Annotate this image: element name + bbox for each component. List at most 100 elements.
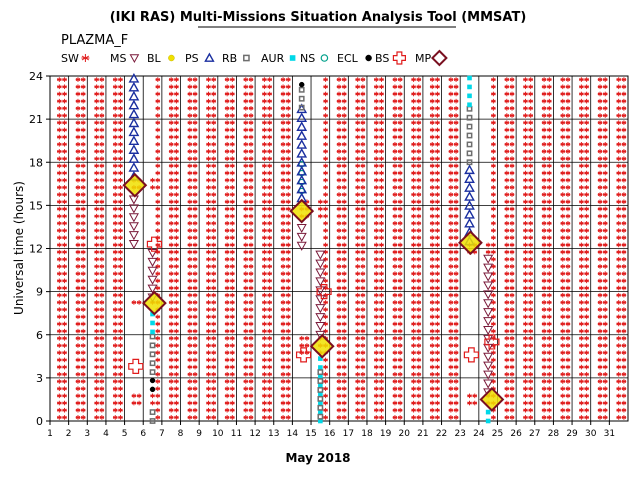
- sw-mark: [99, 127, 105, 133]
- sw-mark: [112, 264, 118, 269]
- sw-mark: [150, 400, 155, 406]
- sw-mark: [112, 285, 118, 291]
- sw-mark: [99, 185, 105, 190]
- sw-mark: [118, 343, 123, 348]
- sw-mark: [57, 321, 62, 327]
- sw-mark: [112, 170, 118, 176]
- sw-mark: [80, 235, 86, 241]
- sw-mark: [62, 364, 67, 370]
- y-tick-label: 12: [29, 243, 43, 256]
- sw-mark: [80, 379, 86, 384]
- sw-mark: [80, 371, 86, 377]
- sw-mark: [57, 407, 62, 413]
- sw-mark: [62, 113, 67, 118]
- sw-mark: [118, 292, 123, 298]
- sw-mark: [80, 185, 86, 190]
- sw-mark: [112, 379, 118, 384]
- sw-mark: [57, 364, 62, 370]
- legend-symbol-ms: [129, 54, 140, 64]
- sw-mark: [99, 98, 105, 104]
- sw-mark: [99, 350, 105, 356]
- x-tick-label: 24: [473, 429, 485, 439]
- x-tick-label: 31: [604, 429, 615, 439]
- sw-mark: [75, 163, 81, 169]
- sw-mark: [155, 336, 161, 341]
- sw-mark: [112, 98, 118, 104]
- sw-mark: [94, 300, 99, 305]
- sw-mark: [94, 84, 99, 90]
- sw-mark: [75, 321, 81, 327]
- x-tick-label: 11: [231, 429, 242, 439]
- sw-mark: [62, 98, 67, 104]
- x-tick-label: 21: [417, 429, 428, 439]
- sw-mark: [118, 300, 123, 305]
- sw-mark: [112, 357, 118, 363]
- sw-mark: [80, 106, 86, 111]
- sw-mark: [112, 120, 118, 126]
- sw-mark: [94, 106, 99, 111]
- sw-mark: [136, 393, 142, 399]
- sw-mark: [80, 249, 86, 255]
- sw-mark: [62, 314, 67, 320]
- sw-mark: [62, 292, 67, 298]
- sw-mark: [62, 170, 67, 176]
- sw-mark: [80, 213, 86, 219]
- sw-mark: [57, 170, 62, 176]
- sw-mark: [94, 221, 99, 226]
- sw-mark: [118, 400, 123, 406]
- sw-mark: [112, 141, 118, 147]
- sw-mark: [80, 206, 86, 212]
- sw-mark: [94, 206, 99, 212]
- sw-mark: [62, 249, 67, 255]
- sw-mark: [112, 292, 118, 298]
- sw-mark: [94, 357, 99, 363]
- sw-mark: [94, 343, 99, 348]
- sw-mark: [62, 264, 67, 269]
- sw-mark: [75, 91, 81, 97]
- sw-mark: [62, 357, 67, 363]
- sw-mark: [99, 271, 105, 276]
- y-axis-label: Universal time (hours): [12, 181, 26, 315]
- sw-mark: [75, 228, 81, 233]
- x-tick-label: 2: [66, 429, 72, 439]
- sw-mark: [80, 350, 86, 356]
- sw-mark: [112, 177, 118, 183]
- sw-mark: [112, 185, 118, 190]
- legend-item-ps: PS: [185, 52, 215, 65]
- legend-item-ms: MS: [110, 52, 140, 65]
- sw-mark: [118, 156, 123, 161]
- sw-mark: [99, 213, 105, 219]
- legend-item-bs: BS: [375, 51, 406, 65]
- sw-mark: [155, 357, 161, 363]
- sw-mark: [57, 77, 62, 82]
- sw-mark: [118, 393, 123, 399]
- legend-label: BL: [147, 52, 162, 65]
- legend-item-bl: BL: [147, 52, 175, 65]
- x-tick-label: 9: [196, 429, 202, 439]
- sw-mark: [80, 400, 86, 406]
- sw-mark: [80, 199, 86, 205]
- sw-mark: [99, 314, 105, 320]
- sw-mark: [80, 149, 86, 154]
- legend-label: PS: [185, 52, 199, 65]
- sw-mark: [62, 278, 67, 284]
- sw-mark: [112, 228, 118, 233]
- sw-mark: [112, 314, 118, 320]
- sw-mark: [80, 98, 86, 104]
- y-tick-label: 24: [29, 70, 43, 83]
- sw-mark: [94, 307, 99, 312]
- sw-mark: [80, 407, 86, 413]
- sw-mark: [118, 357, 123, 363]
- sw-mark: [94, 149, 99, 154]
- sw-mark: [99, 235, 105, 241]
- sw-mark: [94, 264, 99, 269]
- sw-mark: [75, 307, 81, 312]
- legend-symbol-bs: [392, 51, 406, 65]
- spacecraft-label: PLAZMA_F: [61, 33, 128, 48]
- sw-mark: [94, 336, 99, 341]
- sw-mark: [118, 221, 123, 226]
- sw-mark: [75, 278, 81, 284]
- sw-mark: [99, 300, 105, 305]
- sw-mark: [118, 307, 123, 312]
- sw-mark: [57, 113, 62, 118]
